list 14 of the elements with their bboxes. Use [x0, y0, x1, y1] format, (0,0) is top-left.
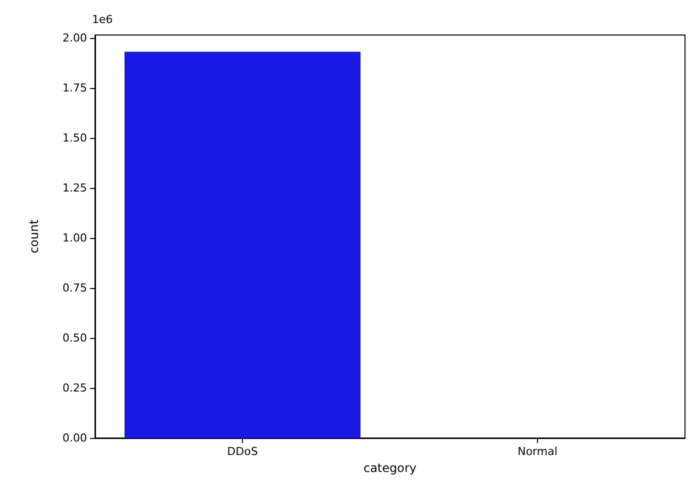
y-tick-label: 2.00: [62, 31, 87, 44]
y-tick-label: 1.25: [62, 181, 87, 194]
y-tick-label: 1.50: [62, 131, 87, 144]
x-tick-label: DDoS: [227, 445, 258, 458]
y-tick-label: 0.25: [62, 381, 87, 394]
y-axis-title: count: [27, 219, 41, 254]
text: 1e6: [92, 13, 113, 26]
y-tick-label: 0.50: [62, 331, 87, 344]
y-tick-label: 0.75: [62, 281, 87, 294]
x-tick-label: Normal: [518, 445, 558, 458]
y-tick-label: 1.00: [62, 231, 87, 244]
y-tick-label: 1.75: [62, 81, 87, 94]
y-tick-label: 0.00: [62, 432, 87, 444]
x-axis-title: category: [363, 460, 417, 475]
